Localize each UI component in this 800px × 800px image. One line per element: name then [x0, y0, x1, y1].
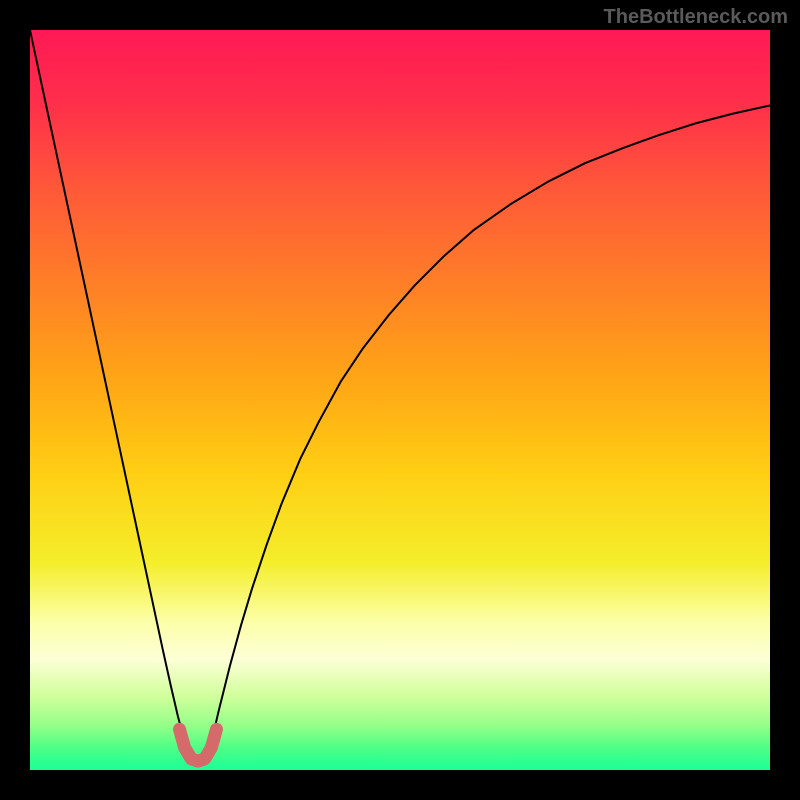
- chart-container: TheBottleneck.com: [0, 0, 800, 800]
- chart-background: [30, 30, 770, 770]
- watermark-text: TheBottleneck.com: [604, 6, 788, 29]
- chart-svg: [30, 30, 770, 770]
- bottleneck-chart: [30, 30, 770, 770]
